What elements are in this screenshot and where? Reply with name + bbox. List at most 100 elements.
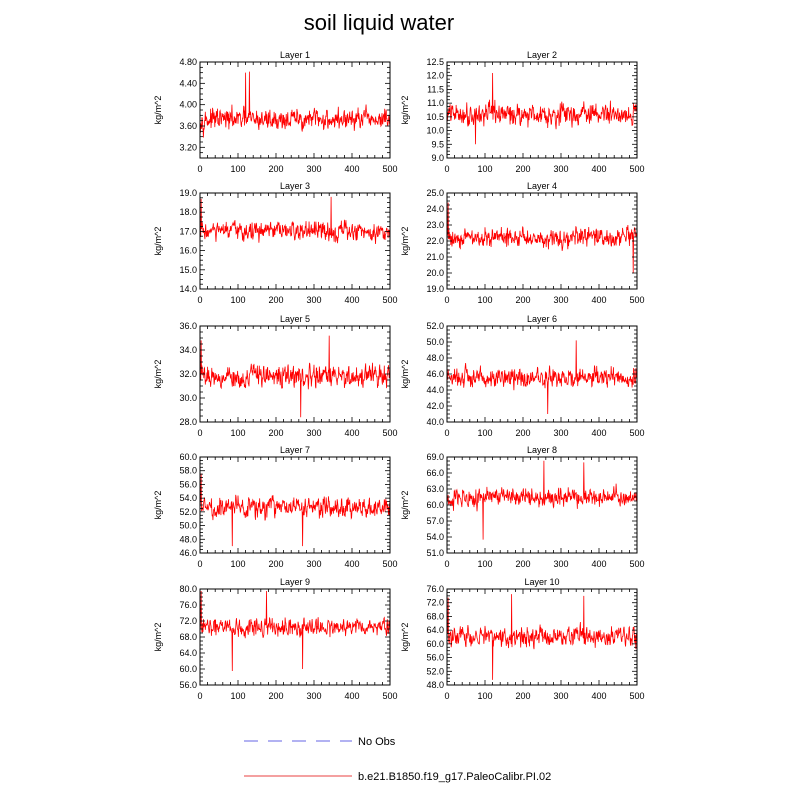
y-tick-label: 56.0 (426, 653, 444, 663)
series-line (446, 594, 638, 680)
panel-title: Layer 2 (527, 50, 557, 60)
y-tick-label: 23.0 (426, 220, 444, 230)
y-tick-label: 63.0 (426, 484, 444, 494)
x-tick-label: 500 (382, 164, 397, 174)
y-tick-label: 52.0 (426, 666, 444, 676)
y-axis-label: kg/m^2 (153, 491, 163, 520)
x-tick-label: 300 (306, 691, 321, 701)
x-tick-label: 0 (444, 691, 449, 701)
panel-2: Layer 2 kg/m^2 0 100 200 300 400 500 9.0 9.5 10.0 1… (400, 50, 645, 174)
plot-frame (199, 192, 391, 290)
y-tick-label: 36.0 (179, 321, 197, 331)
y-tick-label: 72.0 (426, 598, 444, 608)
legend-label-run: b.e21.B1850.f19_g17.PaleoCalibr.PI.02 (358, 771, 551, 783)
x-tick-label: 100 (230, 428, 245, 438)
x-tick-label: 300 (306, 428, 321, 438)
panel-4: Layer 4 kg/m^2 0 100 200 300 400 500 19.0 20.0 21.… (400, 181, 645, 305)
y-tick-label: 12.0 (426, 71, 444, 81)
x-tick-label: 400 (344, 691, 359, 701)
panel-title: Layer 1 (280, 50, 310, 60)
y-tick-label: 30.0 (179, 393, 197, 403)
y-axis-label: kg/m^2 (400, 623, 410, 652)
panel-title: Layer 8 (527, 445, 557, 455)
y-tick-label: 10.0 (426, 126, 444, 136)
x-tick-label: 300 (306, 164, 321, 174)
x-tick-label: 0 (444, 428, 449, 438)
x-tick-label: 100 (230, 295, 245, 305)
panel-9: Layer 9 kg/m^2 0 100 200 300 400 500 56.0 60.0 64.… (153, 577, 398, 701)
x-tick-label: 400 (591, 559, 606, 569)
plot-frame (199, 588, 391, 686)
x-tick-label: 400 (591, 295, 606, 305)
panel-title: Layer 4 (527, 181, 557, 191)
y-tick-label: 18.0 (179, 207, 197, 217)
x-tick-label: 500 (629, 164, 644, 174)
x-tick-label: 400 (591, 164, 606, 174)
x-tick-label: 100 (230, 559, 245, 569)
y-tick-label: 60.0 (426, 639, 444, 649)
x-tick-label: 400 (591, 428, 606, 438)
series-line (446, 460, 638, 540)
y-tick-label: 32.0 (179, 369, 197, 379)
y-tick-label: 69.0 (426, 452, 444, 462)
x-tick-label: 200 (268, 691, 283, 701)
x-tick-label: 200 (515, 559, 530, 569)
legend-label-no-obs: No Obs (358, 736, 396, 748)
y-tick-label: 17.0 (179, 226, 197, 236)
x-tick-label: 0 (197, 691, 202, 701)
panel-title: Layer 3 (280, 181, 310, 191)
y-tick-label: 44.0 (426, 385, 444, 395)
series-line (199, 335, 391, 418)
y-tick-label: 56.0 (179, 479, 197, 489)
x-tick-label: 500 (382, 295, 397, 305)
y-tick-label: 52.0 (426, 321, 444, 331)
y-tick-label: 19.0 (179, 188, 197, 198)
y-tick-label: 15.0 (179, 265, 197, 275)
panel-3: Layer 3 kg/m^2 0 100 200 300 400 500 14.0 15.0 16.… (153, 181, 398, 305)
x-tick-label: 500 (382, 559, 397, 569)
y-tick-label: 12.5 (426, 57, 444, 67)
x-tick-label: 200 (268, 164, 283, 174)
panel-10: Layer 10 kg/m^2 0 100 200 300 400 500 48.0 52.0 56… (400, 577, 645, 701)
legend: No Obs b.e21.B1850.f19_g17.PaleoCalibr.P… (244, 736, 551, 783)
y-tick-label: 40.0 (426, 417, 444, 427)
x-tick-label: 400 (591, 691, 606, 701)
panel-5: Layer 5 kg/m^2 0 100 200 300 400 500 28.0 30.0 32.… (153, 314, 398, 438)
y-tick-label: 76.0 (426, 584, 444, 594)
y-tick-label: 48.0 (426, 353, 444, 363)
x-tick-label: 100 (477, 428, 492, 438)
x-tick-label: 200 (268, 295, 283, 305)
x-tick-label: 200 (515, 164, 530, 174)
x-tick-label: 400 (344, 428, 359, 438)
y-tick-label: 11.0 (427, 98, 444, 108)
panels: Layer 1 kg/m^2 0 100 200 300 400 500 3.20 3.60 4.0… (153, 50, 645, 701)
y-tick-label: 60.0 (179, 452, 197, 462)
x-tick-label: 0 (444, 295, 449, 305)
panel-7: Layer 7 kg/m^2 0 100 200 300 400 500 46.0 48.0 50.… (153, 445, 398, 569)
x-tick-label: 300 (553, 428, 568, 438)
y-tick-label: 54.0 (179, 493, 197, 503)
y-tick-label: 68.0 (179, 632, 197, 642)
y-tick-label: 56.0 (179, 680, 197, 690)
y-axis-label: kg/m^2 (153, 227, 163, 256)
y-tick-label: 10.5 (426, 112, 444, 122)
x-tick-label: 100 (230, 164, 245, 174)
x-tick-label: 300 (553, 295, 568, 305)
x-tick-label: 300 (306, 559, 321, 569)
x-tick-label: 0 (197, 428, 202, 438)
y-tick-label: 3.60 (179, 121, 197, 131)
x-tick-label: 0 (444, 559, 449, 569)
y-tick-label: 20.0 (426, 268, 444, 278)
series-line (199, 590, 391, 672)
x-tick-label: 500 (629, 691, 644, 701)
y-tick-label: 48.0 (179, 534, 197, 544)
series-line (199, 71, 391, 138)
y-tick-label: 64.0 (179, 648, 197, 658)
y-tick-label: 14.0 (179, 284, 197, 294)
y-tick-label: 72.0 (179, 616, 197, 626)
y-tick-label: 68.0 (426, 611, 444, 621)
y-tick-label: 50.0 (426, 337, 444, 347)
series-line (446, 202, 638, 274)
y-tick-label: 3.20 (179, 142, 197, 152)
y-tick-label: 48.0 (426, 680, 444, 690)
